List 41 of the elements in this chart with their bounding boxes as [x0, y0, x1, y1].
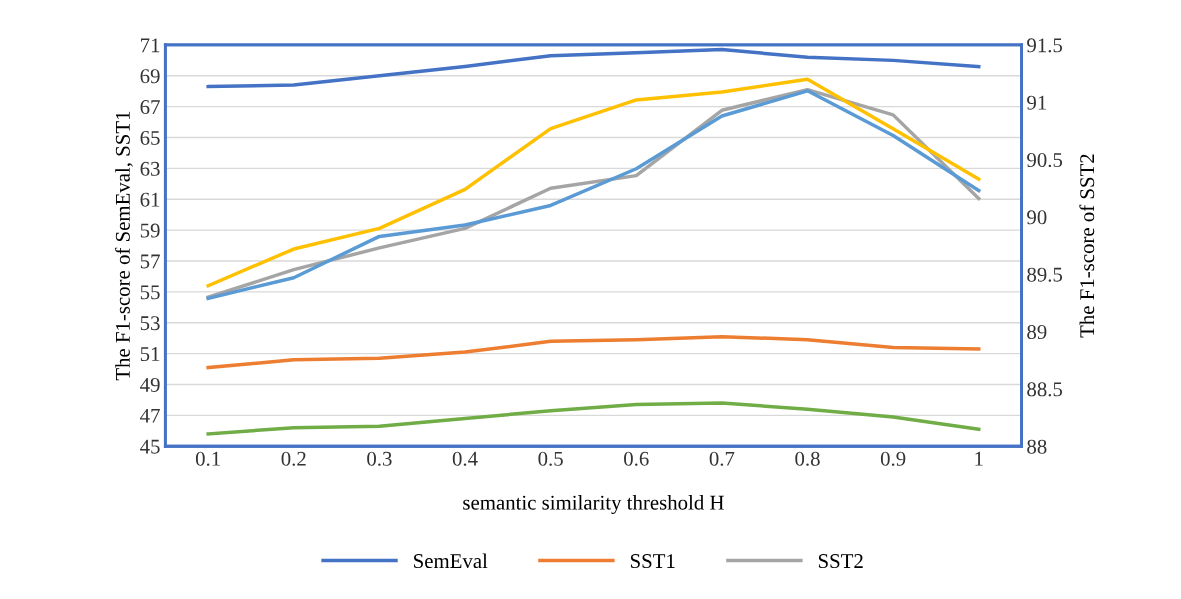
y2-tick-label: 88 [1027, 439, 1047, 454]
y2-tick-label: 89 [1027, 324, 1047, 340]
line-series [206, 334, 981, 370]
y2-tick-label: 88.5 [1027, 382, 1063, 397]
y-tick-label: 59 [140, 223, 160, 238]
y2-axis-title: The F1-score of SST2 [1079, 154, 1095, 338]
y-tick-label: 65 [140, 130, 160, 145]
x-tick-label: 0.6 [624, 451, 649, 466]
y-tick-label: 61 [140, 192, 160, 207]
y2-tick-label: 91.5 [1027, 38, 1063, 53]
y-tick-label: 57 [140, 254, 160, 269]
x-tick-label: 0.9 [880, 451, 906, 466]
line-series [206, 401, 981, 436]
x-tick-label: 0.2 [281, 451, 306, 466]
y2-tick-label: 89.5 [1027, 267, 1063, 282]
x-tick-label: 0.5 [538, 451, 563, 466]
y-tick-label: 55 [140, 285, 160, 300]
y-tick-label: 63 [140, 161, 160, 176]
y-tick-label: 67 [140, 100, 160, 115]
x-tick-label: 0.7 [709, 451, 735, 466]
x-tick-label: 0.3 [367, 451, 392, 466]
y2-tick-label: 91 [1027, 95, 1047, 110]
y-axis-title: The F1-score of SemEval, SST1 [114, 111, 133, 381]
y-tick-label: 53 [140, 316, 160, 331]
x-axis-title: semantic similarity threshold H [463, 495, 724, 514]
y-tick-label: 45 [140, 439, 160, 454]
y2-tick-label: 90 [1027, 210, 1047, 225]
y-tick-label: 69 [140, 69, 160, 84]
x-tick-label: 0.4 [452, 451, 478, 466]
legend-label: SST1 [630, 554, 675, 569]
legend-label: SemEval [414, 553, 488, 569]
y-tick-label: 49 [140, 377, 160, 392]
y-tick-label: 71 [141, 38, 160, 53]
y2-tick-label: 90.5 [1027, 152, 1063, 168]
x-tick-label: 0.8 [795, 451, 820, 466]
x-tick-label: 1 [975, 451, 983, 466]
line-series [206, 47, 981, 89]
legend-label: SST2 [818, 554, 863, 569]
y-tick-label: 51 [140, 347, 160, 362]
x-tick-label: 0.1 [195, 451, 220, 466]
y-tick-label: 47 [140, 408, 160, 423]
